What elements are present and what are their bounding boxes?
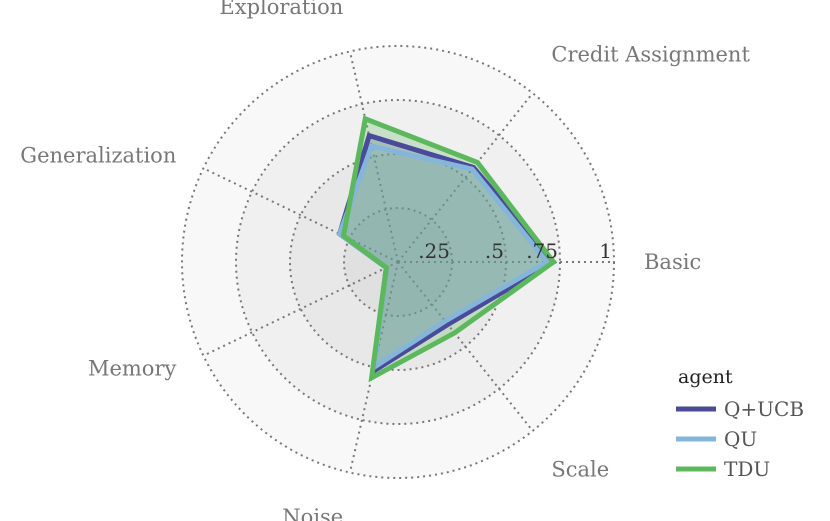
spoke-exploration	[348, 51, 399, 263]
legend-entry-tdu: TDU	[724, 457, 770, 481]
legend-entry-q-ucb: Q+UCB	[724, 397, 804, 421]
spoke-scale	[397, 261, 534, 432]
tick-label: 1	[599, 239, 612, 263]
axis-label-memory: Memory	[88, 357, 177, 381]
series-fill-q-ucb	[339, 135, 554, 372]
radar-series	[336, 115, 558, 383]
spoke-memory	[202, 261, 399, 357]
tick-label: .75	[526, 239, 558, 263]
radar-axis-labels: Basic Credit Assignment Exploration General…	[20, 0, 750, 521]
axis-label-credit-assignment: Credit Assignment	[551, 43, 750, 67]
tick-label: .25	[418, 239, 450, 263]
spoke-credit-assignment	[397, 92, 534, 263]
axis-label-noise: Noise	[282, 505, 343, 521]
legend: agent Q+UCB QU TDU	[676, 366, 804, 481]
axis-label-scale: Scale	[551, 457, 609, 481]
tick-label: .5	[485, 239, 504, 263]
axis-label-exploration: Exploration	[219, 0, 343, 19]
series-line-tdu	[340, 115, 558, 383]
axis-label-basic: Basic	[644, 250, 701, 274]
legend-title: agent	[678, 366, 733, 388]
radar-tick-labels: .25 .5 .75 1	[418, 239, 612, 263]
legend-entry-qu: QU	[724, 427, 757, 451]
axis-label-generalization: Generalization	[20, 143, 176, 167]
spoke-generalization	[202, 167, 399, 263]
series-fill-tdu	[343, 118, 554, 378]
